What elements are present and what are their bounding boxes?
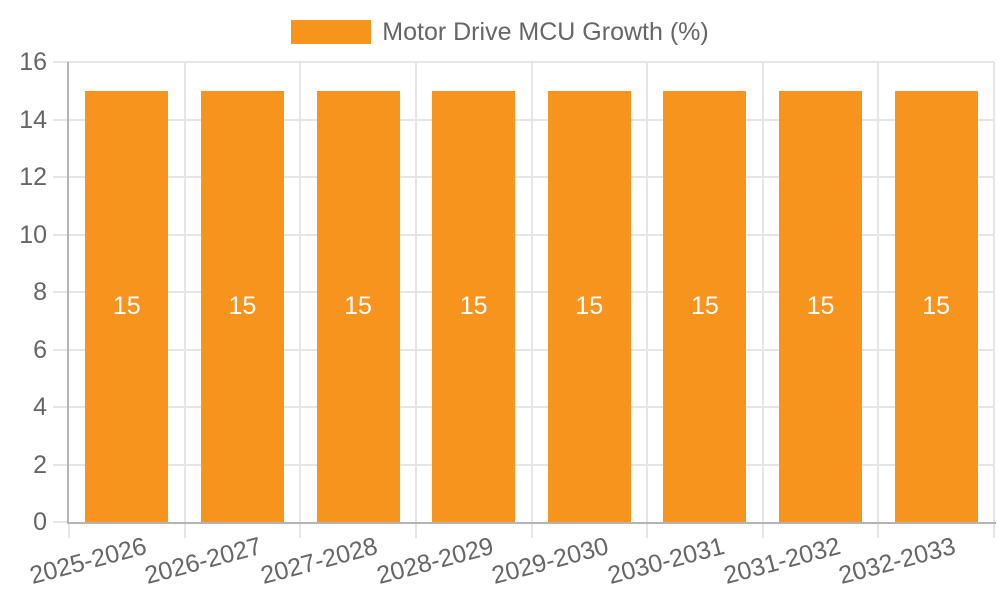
y-axis-tick — [53, 521, 69, 523]
x-gridline — [530, 62, 533, 522]
y-tick-label: 16 — [19, 48, 47, 76]
y-tick-label: 8 — [33, 278, 47, 306]
y-tick-label: 14 — [19, 105, 47, 134]
bar: 15 — [894, 90, 978, 522]
bar: 15 — [432, 90, 516, 522]
x-axis-tick — [993, 522, 995, 538]
bar: 15 — [316, 90, 400, 522]
x-gridline — [993, 62, 995, 522]
bar: 15 — [200, 90, 284, 522]
y-tick-label: 2 — [33, 450, 47, 479]
x-axis-line — [67, 522, 996, 524]
bar-value-label: 15 — [806, 291, 835, 320]
x-axis-tick — [530, 522, 533, 538]
bar: 15 — [85, 90, 169, 522]
x-gridline — [299, 62, 302, 522]
y-axis-tick — [53, 463, 69, 466]
bar-value-label: 15 — [922, 291, 951, 320]
bar-value-label: 15 — [575, 291, 604, 320]
bar-value-label: 15 — [344, 291, 372, 320]
x-axis-tick — [299, 522, 302, 538]
y-axis-tick — [53, 118, 69, 121]
y-tick-label: 0 — [33, 508, 47, 536]
x-axis-tick — [877, 522, 880, 538]
y-axis-tick — [53, 291, 69, 293]
bar-value-label: 15 — [459, 291, 488, 320]
bar: 15 — [547, 90, 631, 522]
y-tick-label: 10 — [19, 220, 47, 249]
legend-item[interactable]: Motor Drive MCU Growth (%) — [291, 18, 709, 46]
x-gridline — [646, 62, 649, 522]
bar-value-label: 15 — [691, 291, 719, 320]
bar: 15 — [663, 90, 747, 522]
y-axis-tick — [53, 61, 69, 63]
x-gridline — [761, 62, 764, 522]
x-gridline — [877, 62, 880, 522]
x-axis-tick — [183, 522, 186, 538]
x-gridline — [414, 62, 417, 522]
legend-label: Motor Drive MCU Growth (%) — [382, 18, 709, 46]
y-tick-label: 12 — [19, 163, 47, 191]
bar: 15 — [779, 90, 863, 522]
y-axis-tick — [53, 406, 69, 408]
x-axis-tick — [68, 522, 70, 538]
y-tick-label: 6 — [33, 335, 47, 364]
y-axis-tick — [53, 233, 69, 236]
x-gridline — [183, 62, 186, 522]
y-axis-tick — [53, 176, 69, 178]
x-axis-tick — [761, 522, 764, 538]
y-tick-label: 4 — [33, 393, 47, 421]
bar-value-label: 15 — [112, 291, 141, 320]
legend-swatch-icon — [291, 20, 372, 44]
chart-legend: Motor Drive MCU Growth (%) — [0, 18, 1000, 46]
x-axis-tick — [414, 522, 417, 538]
y-axis-tick — [53, 348, 69, 351]
y-axis-line — [67, 62, 69, 524]
x-axis-tick — [646, 522, 649, 538]
bar-value-label: 15 — [228, 291, 257, 320]
